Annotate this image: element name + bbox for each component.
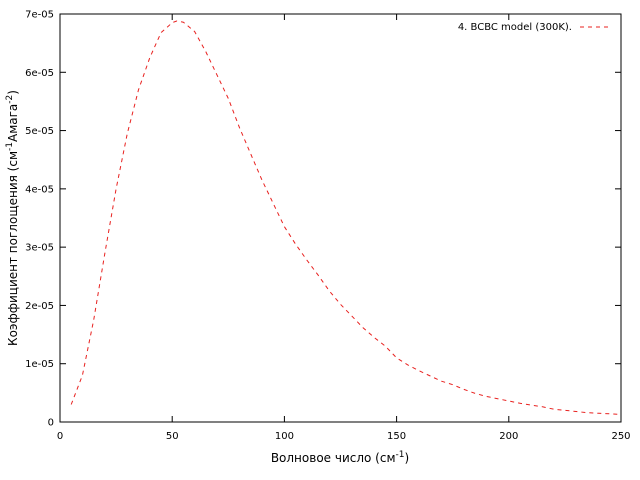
y-tick-label: 6e-05: [25, 68, 54, 79]
x-axis-title-text: Волновое число (см: [271, 451, 396, 465]
x-tick-label: 0: [57, 431, 63, 442]
y-axis-title-text: Коэффициент поглощения (см: [6, 151, 20, 346]
y-axis-title-sup: -2: [5, 95, 15, 104]
y-tick-label: 0: [48, 418, 54, 429]
plot-frame: [59, 13, 622, 423]
x-tick-label: 50: [166, 431, 179, 442]
x-tick-label: 250: [611, 431, 630, 442]
y-tick-label: 2e-05: [25, 301, 54, 312]
y-axis-title-text: ): [6, 90, 20, 95]
y-tick-label: 5e-05: [25, 126, 54, 137]
x-axis-title-sup: -1: [396, 450, 405, 460]
x-tick-label: 150: [387, 431, 406, 442]
x-tick-label: 100: [275, 431, 294, 442]
series-layer: [70, 20, 622, 415]
x-axis-title: Волновое число (см-1): [271, 450, 409, 465]
legend-label: 4. BCBC model (300K).: [458, 22, 572, 33]
x-tick-label: 200: [499, 431, 518, 442]
y-axis-title-sup: -1: [5, 142, 15, 151]
y-tick-label: 7e-05: [25, 10, 54, 21]
axis-ticks: 0 50 100 150 200 250 0 1e-05 2e-05 3e-05 4e-05 5e-0…: [25, 10, 630, 443]
legend: 4. BCBC model (300K).: [458, 22, 612, 33]
x-axis-title-tail: ): [404, 451, 409, 465]
y-tick-label: 1e-05: [25, 359, 54, 370]
y-tick-label: 4e-05: [25, 184, 54, 195]
y-axis-title: Коэффициент поглощения (см-1Амага-2): [5, 90, 20, 346]
series-line: [70, 20, 622, 415]
y-axis-title-text: Амага: [6, 104, 20, 142]
y-tick-label: 3e-05: [25, 243, 54, 254]
